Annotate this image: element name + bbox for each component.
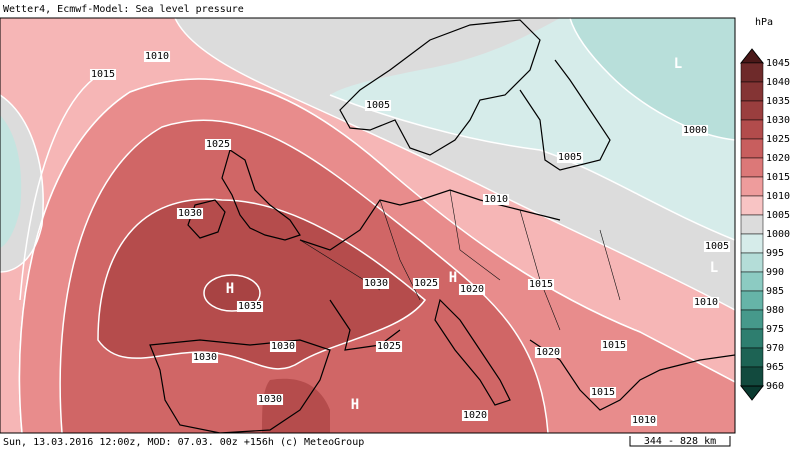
legend-swatch	[740, 290, 764, 311]
isobar-label: 1015	[602, 340, 626, 351]
legend-label: 1025	[766, 134, 790, 145]
isobar-label: 1025	[206, 139, 230, 150]
isobar-label-box	[556, 152, 584, 163]
legend-swatch	[740, 309, 764, 330]
isobar-label: 1015	[591, 387, 615, 398]
legend-label: 1045	[766, 58, 790, 69]
isobar-label-box	[256, 394, 284, 405]
isobar-label: 1000	[683, 125, 707, 136]
legend-swatch	[740, 328, 764, 349]
isobar-label: 1005	[558, 152, 582, 163]
isobar-label-box	[589, 387, 617, 398]
isobar-label: 1010	[632, 415, 656, 426]
pressure-center: H	[449, 270, 457, 286]
legend-label: 1015	[766, 172, 790, 183]
isobar-label-box	[527, 279, 555, 290]
isobar-label: 1025	[414, 278, 438, 289]
isobar-label: 1015	[91, 69, 115, 80]
isobar-label-box	[692, 297, 720, 308]
isobar-label-box	[375, 341, 403, 352]
isobar-label-box	[364, 100, 392, 111]
legend: hPa 1045 1040 1035 1030 1025 1020 1015 1010 1005…	[739, 17, 790, 401]
isobar-label: 1020	[463, 410, 487, 421]
legend-swatch	[740, 176, 764, 197]
legend-swatch	[740, 366, 764, 387]
isobar-label-box	[458, 284, 486, 295]
isobar-label: 1015	[529, 279, 553, 290]
legend-arrow	[739, 385, 765, 401]
isobar-label-box	[191, 352, 219, 363]
isobar-label-box	[176, 208, 204, 219]
isobar-label: 1005	[705, 241, 729, 252]
legend-swatch	[740, 100, 764, 121]
legend-swatch	[740, 195, 764, 216]
isobar-label-box	[89, 69, 117, 80]
pressure-center: L	[710, 260, 718, 276]
isobar-label-box	[362, 278, 390, 289]
isobar-label-box	[482, 194, 510, 205]
isobar-label: 1030	[178, 208, 202, 219]
legend-label: 965	[766, 362, 784, 373]
legend-swatch	[740, 271, 764, 292]
legend-swatch	[740, 214, 764, 235]
map: 1010 1015 1005 1000 1025 1005 1030 1010 …	[0, 17, 736, 434]
isobar-label-box	[534, 347, 562, 358]
legend-label: 1035	[766, 96, 790, 107]
isobar-labels: 1010 1015 1005 1000 1025 1005 1030 1010 …	[89, 51, 731, 426]
legend-label: 970	[766, 343, 784, 354]
isobar-label-box	[204, 139, 232, 150]
isobar-label: 1025	[377, 341, 401, 352]
isobar-label-box	[236, 301, 264, 312]
legend-label: 985	[766, 286, 784, 297]
legend-label: 1020	[766, 153, 790, 164]
isobar-label: 1010	[484, 194, 508, 205]
legend-swatch	[740, 347, 764, 368]
legend-label: 1010	[766, 191, 790, 202]
header-title: Wetter4, Ecmwf-Model: Sea level pressure	[3, 4, 244, 15]
scale-bar: 344 - 828 km	[629, 436, 731, 447]
isobar-label-box	[461, 410, 489, 421]
isobar-label: 1030	[364, 278, 388, 289]
pressure-center: H	[226, 281, 234, 297]
isobar-label: 1020	[536, 347, 560, 358]
isobar-label-box	[630, 415, 658, 426]
legend-swatch	[740, 252, 764, 273]
legend-label: 980	[766, 305, 784, 316]
legend-label: 995	[766, 248, 784, 259]
legend-label: 1040	[766, 77, 790, 88]
legend-label: 960	[766, 381, 784, 392]
legend-swatch	[740, 157, 764, 178]
scale-label: 344 - 828 km	[644, 436, 716, 447]
isobar-label-box	[703, 241, 731, 252]
legend-swatch	[740, 81, 764, 102]
legend-label: 1000	[766, 229, 790, 240]
legend-swatch	[740, 119, 764, 140]
legend-label: 1030	[766, 115, 790, 126]
isobar-label: 1010	[145, 51, 169, 62]
legend-swatch	[740, 62, 764, 83]
legend-label: 975	[766, 324, 784, 335]
legend-swatch	[740, 233, 764, 254]
isobar-label-box	[600, 340, 628, 351]
isobar-label: 1035	[238, 301, 262, 312]
isobar-label: 1030	[271, 341, 295, 352]
legend-unit: hPa	[755, 17, 773, 28]
legend-label: 1005	[766, 210, 790, 221]
isobar-label: 1030	[193, 352, 217, 363]
isobar-label-box	[681, 125, 709, 136]
legend-swatch	[740, 138, 764, 159]
footer-info: Sun, 13.03.2016 12:00z, MOD: 07.03. 00z …	[3, 437, 364, 448]
pressure-center: H	[351, 397, 359, 413]
isobar-label: 1005	[366, 100, 390, 111]
isobar-label-box	[412, 278, 440, 289]
isobar-label: 1010	[694, 297, 718, 308]
legend-label: 990	[766, 267, 784, 278]
isobar-label: 1030	[258, 394, 282, 405]
isobar-label-box	[143, 51, 171, 62]
isobar-label: 1020	[460, 284, 484, 295]
isobar-label-box	[269, 341, 297, 352]
pressure-center: L	[674, 56, 682, 72]
